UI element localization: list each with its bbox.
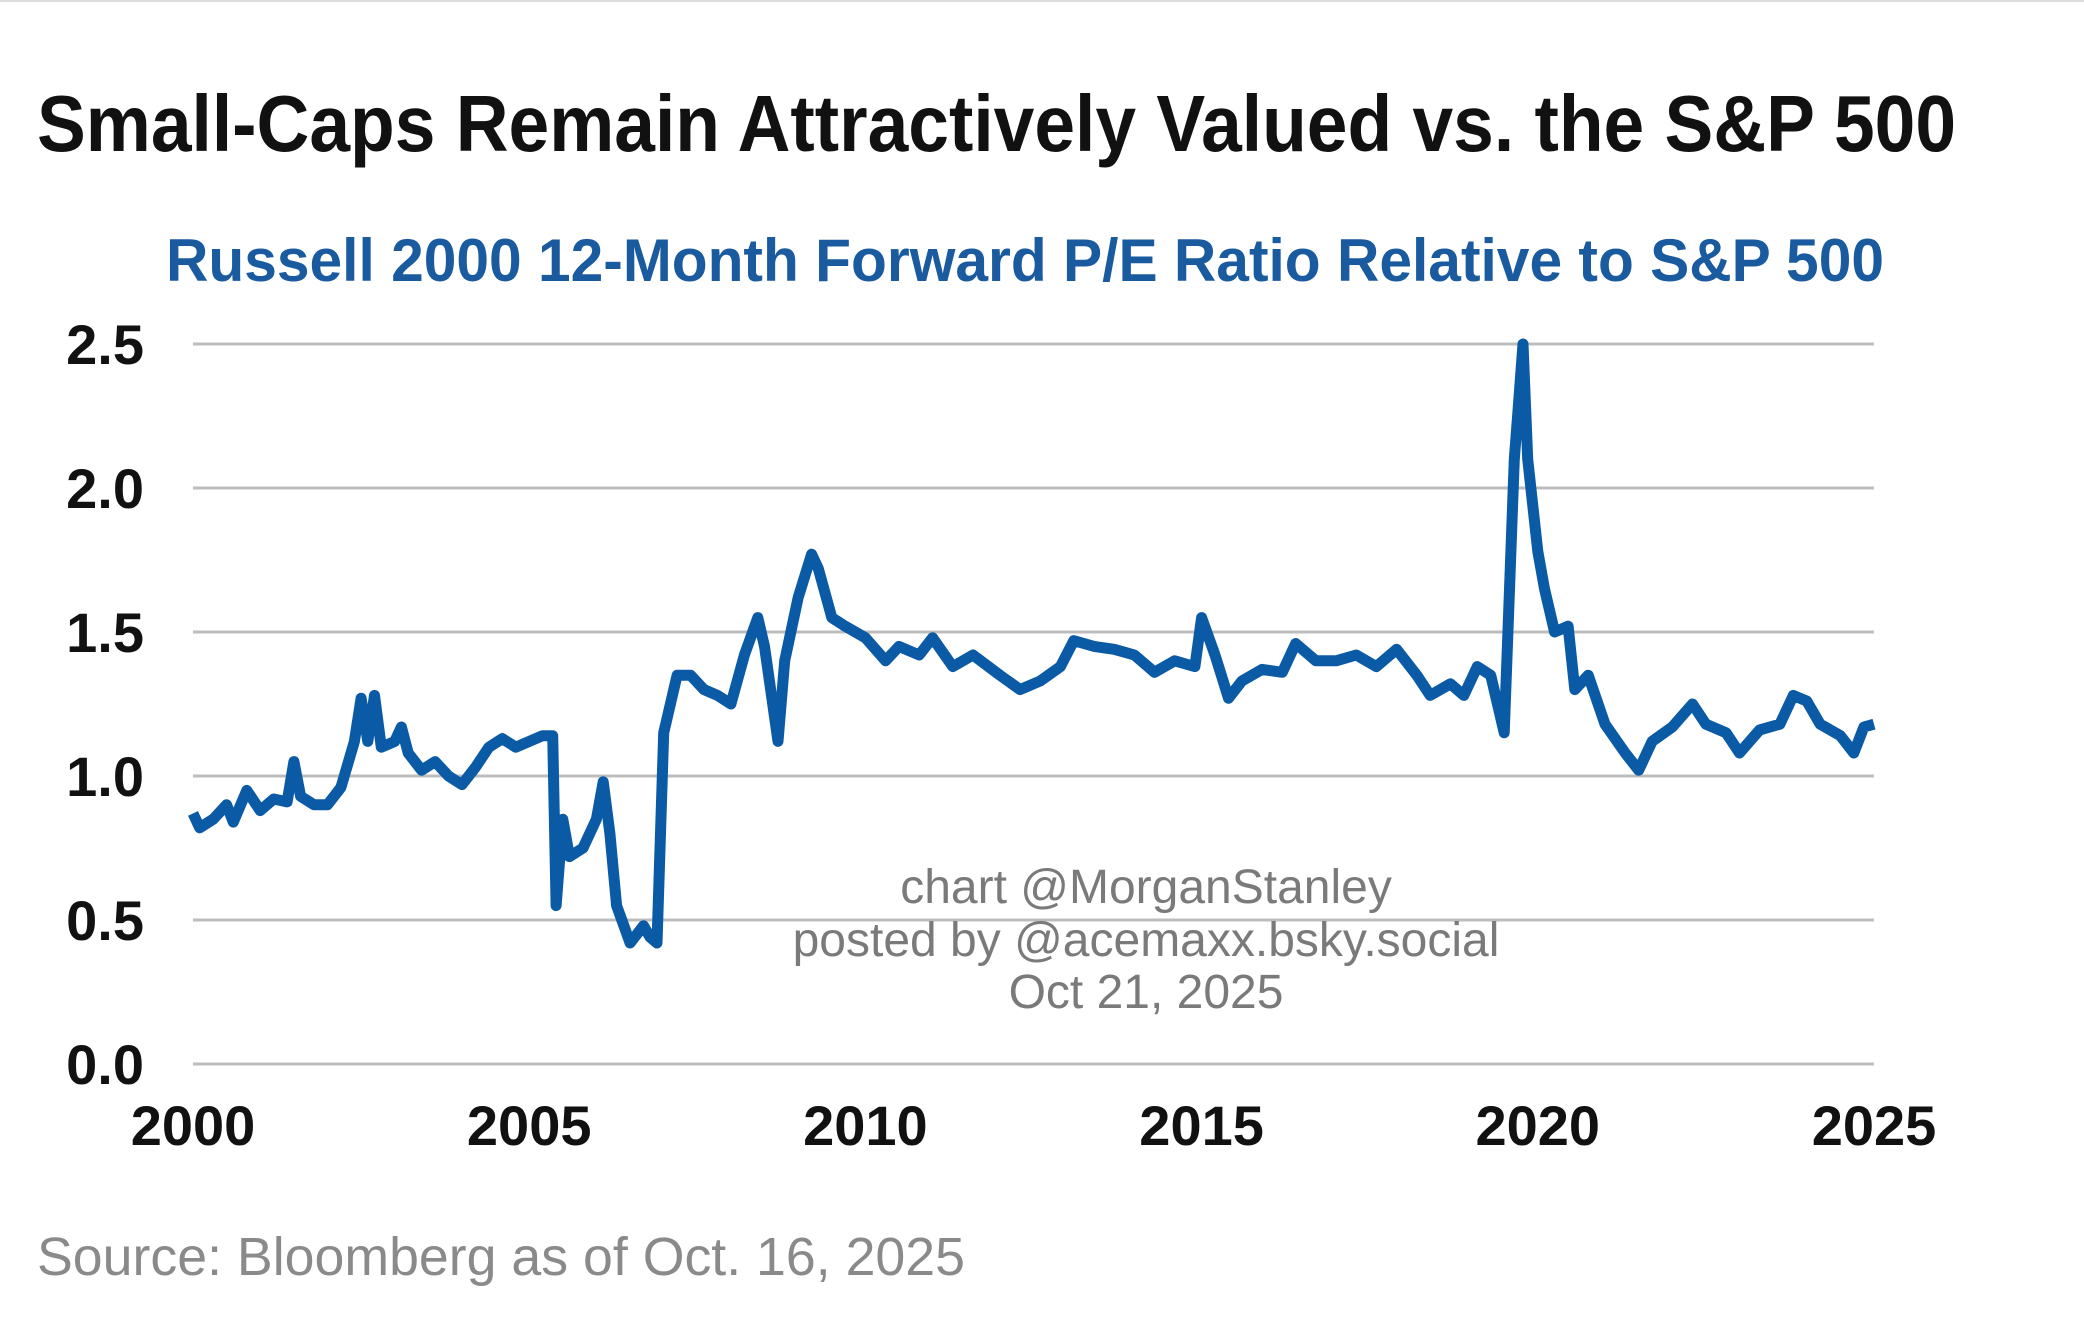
- x-tick-label: 2010: [803, 1094, 928, 1157]
- y-tick-label: 1.5: [66, 601, 144, 664]
- x-tick-label: 2005: [467, 1094, 592, 1157]
- x-axis: 2000 2005 2010 2015 2020 2025: [131, 1094, 1937, 1157]
- y-tick-label: 2.0: [66, 457, 144, 520]
- watermark-line-3: Oct 21, 2025: [1009, 966, 1284, 1019]
- watermark-line-1: chart @MorganStanley: [900, 861, 1392, 914]
- watermark-line-2: posted by @acemaxx.bsky.social: [793, 914, 1500, 967]
- y-tick-label: 0.0: [66, 1033, 144, 1096]
- watermark: chart @MorganStanley posted by @acemaxx.…: [793, 861, 1500, 1019]
- x-tick-label: 2025: [1812, 1094, 1937, 1157]
- y-tick-label: 2.5: [66, 313, 144, 376]
- y-axis: 0.0 0.5 1.0 1.5 2.0 2.5: [66, 313, 144, 1096]
- y-tick-label: 1.0: [66, 745, 144, 808]
- x-tick-label: 2000: [131, 1094, 256, 1157]
- source-note: Source: Bloomberg as of Oct. 16, 2025: [37, 1227, 965, 1287]
- x-tick-label: 2020: [1476, 1094, 1601, 1157]
- chart-title: Small-Caps Remain Attractively Valued vs…: [37, 79, 1956, 168]
- series-line: [188, 338, 1876, 949]
- y-tick-label: 0.5: [66, 889, 144, 952]
- chart-subtitle: Russell 2000 12-Month Forward P/E Ratio …: [166, 227, 1884, 294]
- x-tick-label: 2015: [1139, 1094, 1264, 1157]
